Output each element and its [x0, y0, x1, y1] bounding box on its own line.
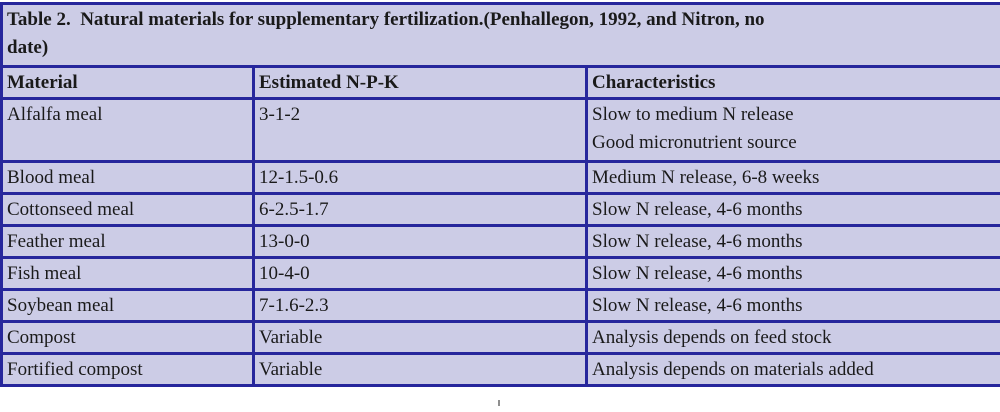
cell-material: Cottonseed meal: [0, 192, 255, 227]
cell-characteristics: Analysis depends on feed stock: [585, 320, 1000, 355]
header-npk: Estimated N-P-K: [252, 65, 588, 100]
cell-npk: 7-1.6-2.3: [252, 288, 588, 323]
table-row: Fish meal 10-4-0 Slow N release, 4-6 mon…: [0, 256, 1000, 291]
table-row: Cottonseed meal 6-2.5-1.7 Slow N release…: [0, 192, 1000, 227]
cell-material: Feather meal: [0, 224, 255, 259]
cell-characteristics: Slow to medium N release Good micronutri…: [585, 97, 1000, 163]
cell-characteristics: Medium N release, 6-8 weeks: [585, 160, 1000, 195]
cell-npk: Variable: [252, 320, 588, 355]
page-edge-tick-mark: [498, 400, 500, 406]
cell-npk: 13-0-0: [252, 224, 588, 259]
cell-characteristics: Analysis depends on materials added: [585, 352, 1000, 387]
cell-material: Blood meal: [0, 160, 255, 195]
cell-material: Fortified compost: [0, 352, 255, 387]
table-row: Alfalfa meal 3-1-2 Slow to medium N rele…: [0, 97, 1000, 163]
table-header-row: Material Estimated N-P-K Characteristics: [0, 65, 1000, 100]
cell-npk: 3-1-2: [252, 97, 588, 163]
cell-npk: Variable: [252, 352, 588, 387]
table-row: Blood meal 12-1.5-0.6 Medium N release, …: [0, 160, 1000, 195]
header-characteristics: Characteristics: [585, 65, 1000, 100]
cell-npk: 12-1.5-0.6: [252, 160, 588, 195]
table-row: Compost Variable Analysis depends on fee…: [0, 320, 1000, 355]
cell-material: Fish meal: [0, 256, 255, 291]
table-row: Soybean meal 7-1.6-2.3 Slow N release, 4…: [0, 288, 1000, 323]
cell-npk: 6-2.5-1.7: [252, 192, 588, 227]
cell-characteristics: Slow N release, 4-6 months: [585, 192, 1000, 227]
cell-characteristics: Slow N release, 4-6 months: [585, 288, 1000, 323]
table-title-row: Table 2. Natural materials for supplemen…: [0, 2, 1000, 68]
header-material: Material: [0, 65, 255, 100]
table-row: Feather meal 13-0-0 Slow N release, 4-6 …: [0, 224, 1000, 259]
cell-material: Compost: [0, 320, 255, 355]
cell-npk: 10-4-0: [252, 256, 588, 291]
table-title: Table 2. Natural materials for supplemen…: [0, 2, 1000, 68]
cell-material: Alfalfa meal: [0, 97, 255, 163]
cell-material: Soybean meal: [0, 288, 255, 323]
fertilizer-table: Table 2. Natural materials for supplemen…: [0, 2, 1000, 387]
table-row: Fortified compost Variable Analysis depe…: [0, 352, 1000, 387]
cell-characteristics: Slow N release, 4-6 months: [585, 224, 1000, 259]
cell-characteristics: Slow N release, 4-6 months: [585, 256, 1000, 291]
